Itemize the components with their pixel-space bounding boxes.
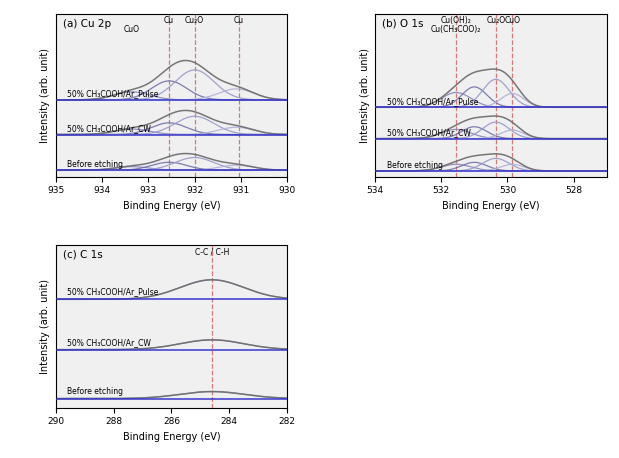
- Text: Cu(OH)₂: Cu(OH)₂: [441, 16, 472, 25]
- Text: Before etching: Before etching: [67, 387, 123, 396]
- Text: 50% CH₃COOH/Ar_Pulse: 50% CH₃COOH/Ar_Pulse: [387, 97, 478, 106]
- X-axis label: Binding Energy (eV): Binding Energy (eV): [442, 201, 540, 211]
- Y-axis label: Intensity (arb. unit): Intensity (arb. unit): [40, 48, 50, 142]
- Text: 50% CH₃COOH/Ar_Pulse: 50% CH₃COOH/Ar_Pulse: [67, 288, 158, 296]
- Text: Before etching: Before etching: [387, 161, 443, 169]
- Text: (b) O 1s: (b) O 1s: [382, 19, 423, 28]
- Text: C-C / C-H: C-C / C-H: [195, 247, 229, 256]
- Text: Cu₂O: Cu₂O: [487, 16, 505, 25]
- Y-axis label: Intensity (arb. unit): Intensity (arb. unit): [40, 279, 50, 374]
- Text: 50% CH₃COOH/Ar_CW: 50% CH₃COOH/Ar_CW: [67, 124, 151, 133]
- Text: Before etching: Before etching: [67, 160, 123, 169]
- Y-axis label: Intensity (arb. unit): Intensity (arb. unit): [360, 48, 370, 142]
- Text: Cu(CH₃COO)₂: Cu(CH₃COO)₂: [431, 25, 482, 34]
- Text: Cu: Cu: [164, 16, 174, 25]
- Text: CuO: CuO: [504, 16, 521, 25]
- Text: (a) Cu 2p: (a) Cu 2p: [63, 19, 111, 28]
- Text: Cu₂O: Cu₂O: [185, 16, 204, 25]
- X-axis label: Binding Energy (eV): Binding Energy (eV): [123, 201, 220, 211]
- Text: Cu: Cu: [233, 16, 244, 25]
- Text: 50% CH₃COOH/Ar_CW: 50% CH₃COOH/Ar_CW: [387, 128, 470, 137]
- Text: 50% CH₃COOH/Ar_Pulse: 50% CH₃COOH/Ar_Pulse: [67, 89, 158, 98]
- Text: (c) C 1s: (c) C 1s: [63, 250, 102, 260]
- Text: 50% CH₃COOH/Ar_CW: 50% CH₃COOH/Ar_CW: [67, 338, 151, 347]
- X-axis label: Binding Energy (eV): Binding Energy (eV): [123, 432, 220, 442]
- Text: CuO: CuO: [124, 25, 140, 34]
